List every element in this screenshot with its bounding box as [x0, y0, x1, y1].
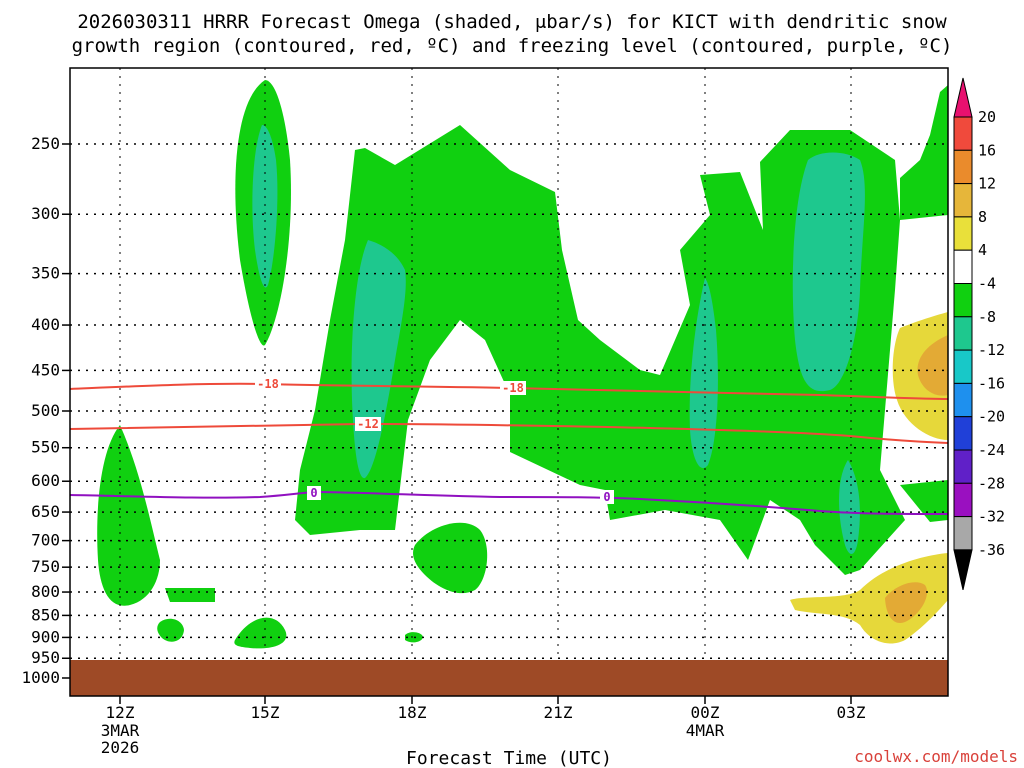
omega-cell-small2: [234, 617, 287, 649]
colorbar-label-7: -12: [978, 341, 1005, 359]
positive-core-upper: [917, 335, 948, 396]
colorbar-segment-1: [953, 116, 973, 151]
colorbar-segment-8: [953, 349, 973, 384]
contour-label-minus18-b: -18: [502, 381, 524, 395]
ytick-label-800: 800: [31, 582, 60, 601]
xtick-label-4: 00Z: [691, 703, 720, 722]
colorbar-segment-11: [953, 449, 973, 484]
xtick-label-1: 15Z: [251, 703, 280, 722]
colorbar-label-3: 8: [978, 208, 987, 226]
ytick-label-400: 400: [31, 315, 60, 334]
ytick-label-750: 750: [31, 557, 60, 576]
colorbar-label-4: 4: [978, 241, 987, 259]
xtick-label-3: 21Z: [544, 703, 573, 722]
xtick-sublabel-4-0: 4MAR: [686, 721, 725, 740]
xtick-label-0: 12Z: [106, 703, 135, 722]
colorbar: 20 16 12 8 4 -4 -8 -12 -16 -20 -24 -28 -32 -36: [953, 77, 1005, 591]
colorbar-segment-4: [953, 216, 973, 251]
xtick-label-5: 03Z: [837, 703, 866, 722]
colorbar-segment-12: [953, 482, 973, 518]
colorbar-segment-2: [953, 149, 973, 185]
contour-label-minus18-a: -18: [257, 377, 279, 391]
colorbar-segment-6: [953, 283, 973, 318]
colorbar-label-10: -24: [978, 441, 1005, 459]
colorbar-label-5: -4: [978, 275, 996, 293]
colorbar-label-8: -16: [978, 374, 1005, 392]
colorbar-label-1: 16: [978, 141, 996, 159]
colorbar-arrow-top: [953, 77, 973, 118]
xtick-sublabel-0-1: 2026: [101, 738, 140, 757]
colorbar-label-0: 20: [978, 108, 996, 126]
ytick-label-300: 300: [31, 204, 60, 223]
colorbar-arrow-bottom: [953, 549, 973, 591]
contour-labels: -18 -18 -12 0 0: [255, 377, 614, 504]
colorbar-segment-7: [953, 316, 973, 351]
omega-cell-small1: [157, 618, 184, 642]
colorbar-label-12: -32: [978, 508, 1005, 526]
ytick-label-700: 700: [31, 531, 60, 550]
omega-core-03z: [839, 460, 860, 555]
ytick-label-450: 450: [31, 360, 60, 379]
contour-label-zero-a: 0: [310, 486, 317, 500]
ytick-label-600: 600: [31, 471, 60, 490]
colorbar-label-6: -8: [978, 308, 996, 326]
xtick-sublabel-0-0: 3MAR: [101, 721, 140, 740]
grid-lines: [70, 68, 948, 660]
omega-cell-early-tail: [165, 588, 215, 602]
contour-freezing-level: [69, 490, 949, 515]
ytick-label-350: 350: [31, 264, 60, 283]
chart-title-line2: growth region (contoured, red, ºC) and f…: [72, 35, 953, 57]
colorbar-segment-5: [953, 249, 973, 284]
chart-title-line1: 2026030311 HRRR Forecast Omega (shaded, …: [77, 11, 947, 33]
ytick-label-1000: 1000: [21, 668, 60, 687]
omega-core-15z: [252, 125, 278, 288]
ytick-label-550: 550: [31, 438, 60, 457]
x-axis-label: Forecast Time (UTC): [406, 748, 612, 768]
contour-minus12: [69, 422, 949, 444]
xtick-label-2: 18Z: [398, 703, 427, 722]
colorbar-label-11: -28: [978, 474, 1005, 492]
contour-label-minus12: -12: [357, 417, 379, 431]
ytick-label-500: 500: [31, 401, 60, 420]
ytick-label-950: 950: [31, 648, 60, 667]
omega-core-02z: [792, 152, 865, 392]
colorbar-label-2: 12: [978, 175, 996, 193]
colorbar-segment-13: [953, 516, 973, 551]
positive-cell-lower: [790, 553, 948, 644]
ground-layer: [70, 660, 948, 696]
colorbar-segment-10: [953, 416, 973, 451]
colorbar-label-9: -20: [978, 408, 1005, 426]
y-axis: 250 300 350 400 450 500 550 600 650 700 750 800 850 9…: [21, 134, 70, 687]
contour-label-zero-b: 0: [603, 490, 610, 504]
ytick-label-850: 850: [31, 605, 60, 624]
ytick-label-900: 900: [31, 627, 60, 646]
plot-frame: [69, 67, 949, 697]
ytick-label-650: 650: [31, 502, 60, 521]
colorbar-label-13: -36: [978, 541, 1005, 559]
omega-cell-main: [295, 85, 948, 575]
colorbar-segment-9: [953, 382, 973, 418]
credit-text: coolwx.com/models: [854, 747, 1018, 766]
omega-cell-early: [97, 425, 160, 606]
colorbar-segment-3: [953, 183, 973, 218]
ytick-label-250: 250: [31, 134, 60, 153]
